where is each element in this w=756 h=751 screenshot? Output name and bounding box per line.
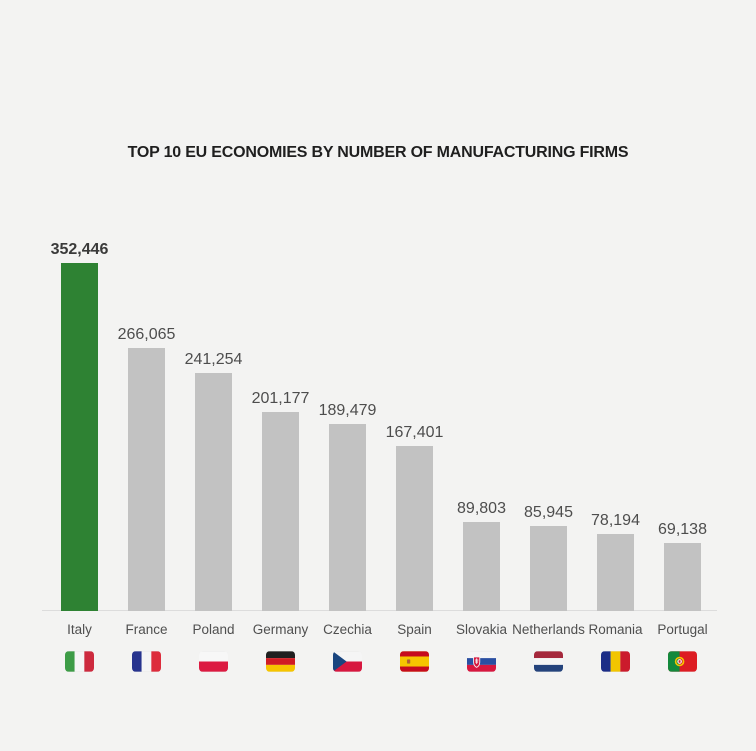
portugal-flag-icon <box>668 651 697 672</box>
category-label-portugal: Portugal <box>657 622 708 637</box>
bar-czechia <box>329 424 366 611</box>
bar-portugal <box>664 543 701 611</box>
category-label-france: France <box>125 622 168 637</box>
slovakia-flag-icon <box>467 651 496 672</box>
bar-romania <box>597 534 634 611</box>
category-label-czechia: Czechia <box>323 622 372 637</box>
poland-flag-icon <box>199 651 228 672</box>
value-label-netherlands: 85,945 <box>524 504 573 521</box>
netherlands-flag-icon <box>534 651 563 672</box>
value-label-france: 266,065 <box>117 326 176 343</box>
italy-flag-icon <box>65 651 94 672</box>
x-axis-line <box>42 610 717 611</box>
category-label-spain: Spain <box>397 622 432 637</box>
bar-netherlands <box>530 526 567 611</box>
chart-title: TOP 10 EU ECONOMIES BY NUMBER OF MANUFAC… <box>127 144 629 161</box>
spain-flag-icon <box>400 651 429 672</box>
bar-france <box>128 348 165 611</box>
category-label-romania: Romania <box>588 622 643 637</box>
romania-flag-icon <box>601 651 630 672</box>
category-label-germany: Germany <box>252 622 309 637</box>
bar-spain <box>396 446 433 611</box>
value-label-germany: 201,177 <box>251 390 310 407</box>
bar-slovakia <box>463 522 500 611</box>
value-label-slovakia: 89,803 <box>457 500 506 517</box>
bar-italy <box>61 263 98 611</box>
germany-flag-icon <box>266 651 295 672</box>
value-label-italy: 352,446 <box>50 241 109 258</box>
bar-poland <box>195 373 232 611</box>
category-label-poland: Poland <box>192 622 235 637</box>
czechia-flag-icon <box>333 651 362 672</box>
category-label-netherlands: Netherlands <box>512 622 585 637</box>
bar-germany <box>262 412 299 611</box>
value-label-portugal: 69,138 <box>658 521 707 538</box>
value-label-poland: 241,254 <box>184 351 243 368</box>
category-label-italy: Italy <box>67 622 92 637</box>
value-label-spain: 167,401 <box>385 424 444 441</box>
france-flag-icon <box>132 651 161 672</box>
value-label-czechia: 189,479 <box>318 402 377 419</box>
category-label-slovakia: Slovakia <box>455 622 508 637</box>
value-label-romania: 78,194 <box>591 512 640 529</box>
